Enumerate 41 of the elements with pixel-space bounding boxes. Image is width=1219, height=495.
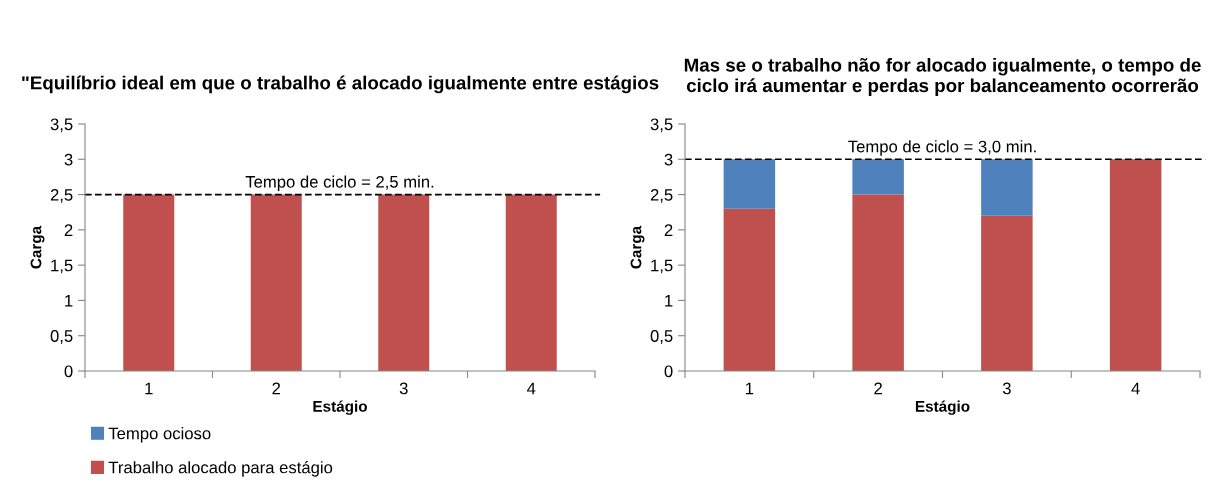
x-axis-title: Estágio [915, 400, 970, 415]
x-tick-label: 4 [1131, 382, 1140, 395]
y-tick-label: 2 [64, 224, 73, 236]
y-tick-label: 3,5 [650, 118, 673, 133]
bar [981, 215, 1033, 371]
x-tick-label: 2 [874, 382, 882, 395]
ref-line-label: Tempo de ciclo = 3,0 min. [848, 140, 1036, 156]
y-tick-label: 3 [664, 153, 673, 166]
y-axis-title: Carga [30, 225, 45, 269]
bar [852, 194, 904, 371]
y-tick-label: 1,5 [51, 259, 73, 274]
x-tick-label: 2 [272, 382, 281, 395]
y-axis-title: Carga [630, 225, 645, 269]
y-tick-label: 1 [665, 295, 673, 307]
y-tick-label: 0,5 [650, 330, 673, 344]
y-tick-label: 0,5 [50, 330, 73, 344]
bar [723, 208, 776, 371]
legend-label: Trabalho alocado para estágio [108, 460, 333, 477]
bar [1109, 159, 1162, 371]
legend-label: Tempo ocioso [108, 427, 211, 443]
bar [852, 159, 904, 195]
x-tick-label: 3 [1002, 382, 1011, 395]
ref-line-label: Tempo de ciclo = 2,5 min. [245, 175, 434, 192]
y-tick-label: 0 [64, 365, 73, 378]
x-tick-label: 4 [527, 382, 536, 395]
y-tick-label: 2,5 [650, 188, 673, 203]
y-tick-label: 2,5 [50, 188, 73, 203]
y-tick-label: 1,5 [651, 259, 673, 274]
x-axis-title: Estágio [313, 400, 367, 415]
y-tick-label: 3,5 [50, 118, 73, 133]
y-tick-label: 3 [64, 153, 73, 166]
x-tick-label: 1 [746, 382, 754, 395]
bar [981, 159, 1033, 216]
chart-title: Mas se o trabalho não for alocado igualmente, o tempo de ciclo irá aumentar e perdas por balanceamento ocorrerão [684, 57, 1201, 96]
y-tick-label: 1 [65, 295, 73, 307]
x-tick-label: 1 [145, 382, 153, 395]
bar [723, 159, 776, 209]
x-tick-label: 3 [399, 382, 408, 395]
chart-title: "Equilíbrio ideal em que o trabalho é alocado igualmente entre estágios [22, 75, 659, 94]
y-tick-label: 2 [664, 224, 673, 236]
y-tick-label: 0 [664, 365, 673, 378]
